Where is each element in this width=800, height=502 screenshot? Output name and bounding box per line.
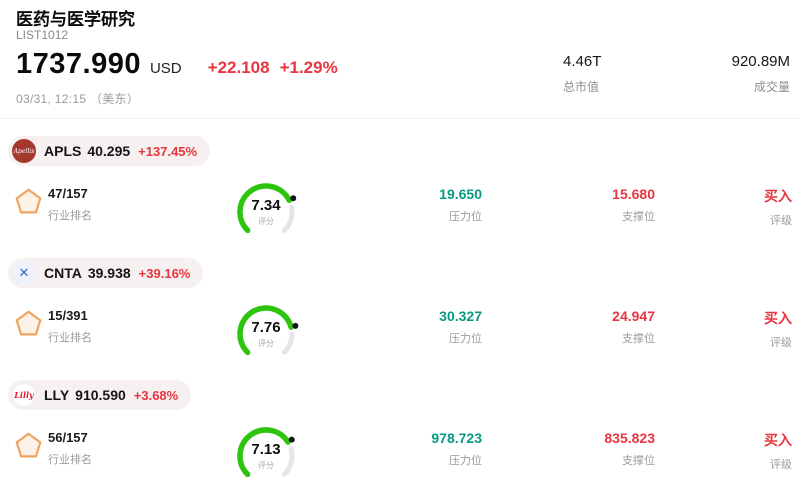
volume-value: 920.89M <box>731 53 790 70</box>
rating-label: 评级 <box>770 459 792 471</box>
industry-rank-icon <box>15 310 42 336</box>
market-cap-stat: 4.46T 总市值 <box>563 53 601 95</box>
stock-change-percent: +137.45% <box>138 143 198 159</box>
rating-value: 买入 <box>764 432 792 448</box>
resistance-value: 19.650 <box>439 186 482 202</box>
rating-value: 买入 <box>764 188 792 204</box>
score-label: 评分 <box>258 339 274 348</box>
stock-pill-lly[interactable]: Lilly LLY 910.590 +3.68% <box>8 380 192 410</box>
rank-label: 行业排名 <box>48 210 92 222</box>
cnta-logo-mark: ✕ <box>18 265 30 280</box>
resistance-label: 压力位 <box>449 333 482 345</box>
rank-label: 行业排名 <box>48 332 92 344</box>
score-gauge: 7.34 评分 <box>226 170 306 250</box>
support-label: 支撑位 <box>622 455 655 467</box>
rank-value: 15/391 <box>48 308 88 323</box>
stock-pill-apls[interactable]: Apellis APLS 40.295 +137.45% <box>8 136 211 166</box>
support-value: 24.947 <box>612 308 655 324</box>
index-price: 1737.990 <box>16 48 141 80</box>
industry-rank: 56/157 行业排名 <box>48 430 92 467</box>
resistance-stat: 19.650 压力位 <box>439 186 482 224</box>
score-gauge: 7.76 评分 <box>226 292 306 372</box>
score-label: 评分 <box>258 217 274 226</box>
stock-symbol: LLY <box>44 387 70 403</box>
apls-logo-icon: Apellis <box>12 139 36 163</box>
stock-details: 56/157 行业排名 7.13 评分 978.723 压力位 835.823 … <box>0 426 800 502</box>
stock-details: 15/391 行业排名 7.76 评分 30.327 压力位 24.947 支撑… <box>0 304 800 380</box>
score-value: 7.76 <box>251 319 281 336</box>
market-cap-value: 4.46T <box>563 53 602 70</box>
rating-label: 评级 <box>770 337 792 349</box>
industry-rank-icon <box>15 432 42 458</box>
volume-stat: 920.89M 成交量 <box>732 53 790 95</box>
stock-pill-cnta[interactable]: ✕ CNTA 39.938 +39.16% <box>8 258 204 288</box>
market-cap-label: 总市值 <box>563 80 600 94</box>
resistance-value: 978.723 <box>431 430 482 446</box>
support-value: 835.823 <box>604 430 655 446</box>
header-divider <box>0 118 800 119</box>
industry-rank: 47/157 行业排名 <box>48 186 92 223</box>
resistance-label: 压力位 <box>449 455 482 467</box>
support-label: 支撑位 <box>622 333 655 345</box>
stock-change-percent: +3.68% <box>133 387 179 403</box>
page-title: 医药与医学研究 <box>16 10 135 29</box>
stock-price: 910.590 <box>75 387 126 403</box>
apls-logo-text: Apellis <box>13 147 35 155</box>
support-value: 15.680 <box>612 186 655 202</box>
rating-stat[interactable]: 买入 评级 <box>764 308 792 350</box>
resistance-stat: 30.327 压力位 <box>439 308 482 346</box>
resistance-label: 压力位 <box>449 211 482 223</box>
rating-value: 买入 <box>764 310 792 326</box>
rank-value: 47/157 <box>48 186 88 201</box>
support-stat: 15.680 支撑位 <box>612 186 655 224</box>
support-label: 支撑位 <box>622 211 655 223</box>
list-id: LIST1012 <box>16 28 69 42</box>
lly-logo-text: Lilly <box>14 390 34 400</box>
stock-price: 39.938 <box>87 265 131 281</box>
stock-row-lly: Lilly LLY 910.590 +3.68% 56/157 行业排名 7.1… <box>0 380 800 502</box>
stock-change-percent: +39.16% <box>138 265 191 281</box>
resistance-stat: 978.723 压力位 <box>431 430 482 468</box>
industry-rank: 15/391 行业排名 <box>48 308 92 345</box>
score-value: 7.34 <box>251 197 281 214</box>
score-gauge: 7.13 评分 <box>226 414 306 494</box>
resistance-value: 30.327 <box>439 308 482 324</box>
industry-rank-icon <box>15 188 42 214</box>
lly-logo-icon: Lilly <box>12 383 36 407</box>
rank-label: 行业排名 <box>48 454 92 466</box>
change-percent: +1.29% <box>279 58 338 77</box>
change-absolute: +22.108 <box>207 58 270 77</box>
stock-row-apls: Apellis APLS 40.295 +137.45% 47/157 行业排名… <box>0 136 800 258</box>
quote-timestamp: 03/31, 12:15 （美东） <box>16 92 140 106</box>
stock-symbol: CNTA <box>44 265 82 281</box>
currency-label: USD <box>149 60 182 77</box>
score-value: 7.13 <box>251 441 281 458</box>
stock-details: 47/157 行业排名 7.34 评分 19.650 压力位 15.680 支撑… <box>0 182 800 258</box>
stock-row-cnta: ✕ CNTA 39.938 +39.16% 15/391 行业排名 7.76 评… <box>0 258 800 380</box>
rank-value: 56/157 <box>48 430 88 445</box>
score-label: 评分 <box>258 461 274 470</box>
volume-label: 成交量 <box>753 80 790 94</box>
index-price-row: 1737.990 USD +22.108 +1.29% <box>16 48 338 81</box>
index-change: +22.108 +1.29% <box>208 58 338 78</box>
rating-stat[interactable]: 买入 评级 <box>764 430 792 472</box>
stock-symbol: APLS <box>44 143 82 159</box>
rating-label: 评级 <box>770 215 792 227</box>
support-stat: 24.947 支撑位 <box>612 308 655 346</box>
rating-stat[interactable]: 买入 评级 <box>764 186 792 228</box>
support-stat: 835.823 支撑位 <box>604 430 655 468</box>
cnta-logo-icon: ✕ <box>12 261 36 285</box>
stock-price: 40.295 <box>87 143 131 159</box>
